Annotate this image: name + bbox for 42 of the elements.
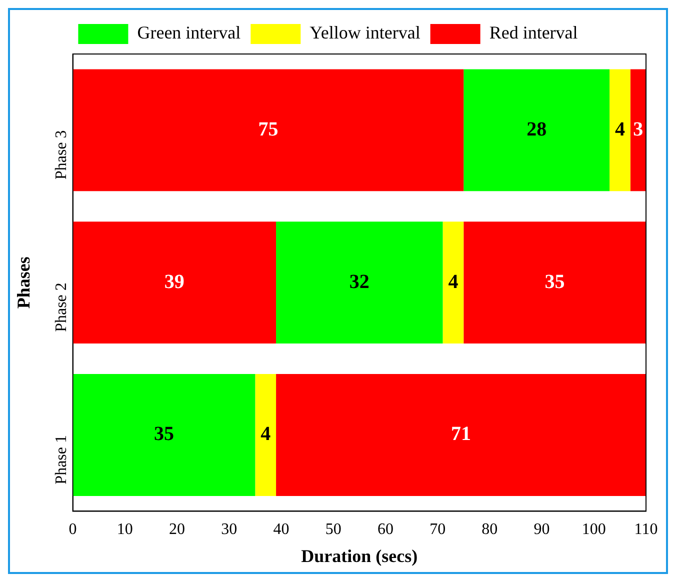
x-tick-label: 100 <box>582 521 606 538</box>
data-label: 3 <box>633 118 644 140</box>
data-label: 28 <box>526 118 547 140</box>
bar <box>255 374 276 496</box>
bar <box>276 374 646 496</box>
data-label: 35 <box>544 270 565 293</box>
x-tick-label: 80 <box>482 521 498 538</box>
x-tick-label: 30 <box>221 521 238 538</box>
legend-label: Green interval <box>137 22 241 43</box>
bar <box>464 69 610 192</box>
y-tick-label: Phase 3 <box>53 130 70 180</box>
bar <box>630 69 646 192</box>
x-tick-label: 40 <box>273 521 290 538</box>
data-label: 39 <box>164 270 184 293</box>
data-label: 4 <box>260 423 271 446</box>
x-tick-label: 60 <box>377 521 394 538</box>
data-label: 32 <box>349 270 370 293</box>
bar <box>276 222 443 344</box>
x-tick-label: 70 <box>430 521 446 538</box>
bar <box>72 222 276 344</box>
x-tick-label: 90 <box>534 521 550 538</box>
y-axis-title: Phases <box>13 256 34 309</box>
x-tick-label: 20 <box>169 521 186 538</box>
bar <box>610 69 630 192</box>
x-tick-label: 110 <box>634 521 658 538</box>
data-label: 4 <box>448 270 458 293</box>
data-label: 75 <box>258 118 278 140</box>
data-label: 4 <box>614 118 625 140</box>
x-axis-title: Duration (secs) <box>301 546 418 566</box>
y-tick-label: Phase 2 <box>53 282 70 332</box>
bar <box>464 222 646 344</box>
bar <box>72 374 256 496</box>
data-label: 71 <box>451 423 472 446</box>
bar <box>72 69 464 192</box>
x-tick-label: 50 <box>325 521 342 538</box>
y-tick-label: Phase 1 <box>53 435 70 484</box>
data-label: 35 <box>154 423 174 446</box>
x-tick-label: 10 <box>116 521 133 538</box>
bar <box>442 222 464 344</box>
x-tick-label: 0 <box>68 521 77 538</box>
legend-label: Yellow interval <box>310 22 420 43</box>
legend-label: Red interval <box>489 22 578 43</box>
